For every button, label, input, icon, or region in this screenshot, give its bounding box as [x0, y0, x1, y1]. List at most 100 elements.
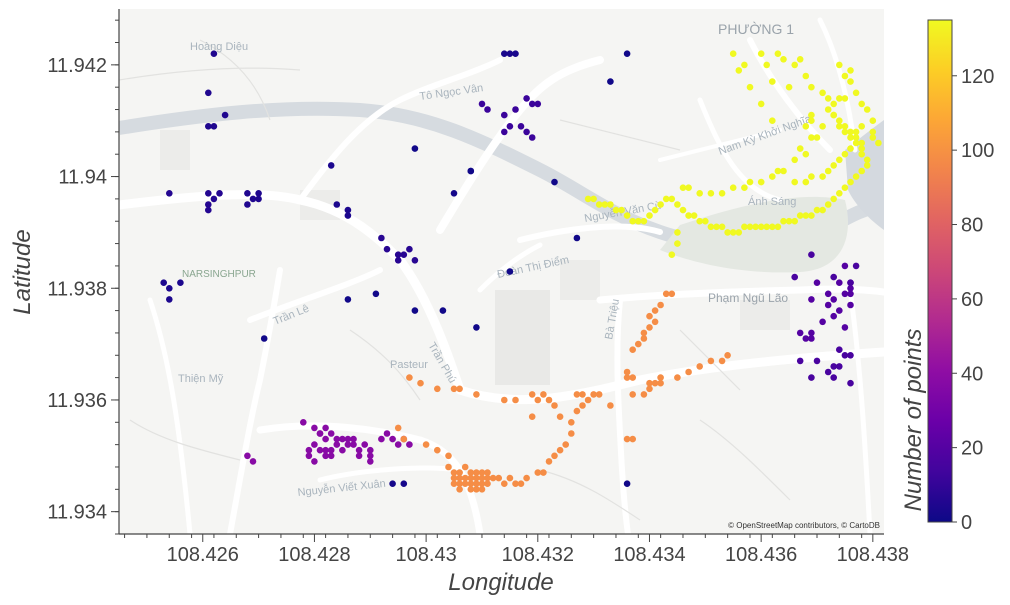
data-point [674, 229, 681, 236]
data-point [813, 206, 821, 214]
data-point [501, 480, 508, 488]
data-point [741, 184, 748, 191]
data-point [523, 474, 530, 482]
data-point [406, 441, 413, 448]
colorbar-ticks: 0 20 40 60 80 100 120 [952, 66, 994, 534]
data-point [819, 318, 826, 326]
data-point [244, 190, 251, 197]
data-point [528, 391, 536, 398]
data-point [746, 178, 754, 186]
data-point [249, 195, 257, 203]
data-point [545, 458, 553, 465]
data-point [523, 128, 530, 136]
data-point [696, 217, 703, 225]
data-point [808, 296, 815, 303]
data-point [333, 441, 341, 448]
data-point [836, 156, 843, 164]
data-point [808, 374, 815, 381]
data-point [808, 329, 815, 337]
data-point [841, 324, 849, 331]
data-point [623, 50, 631, 57]
data-point [595, 391, 603, 398]
data-point [858, 145, 865, 152]
data-point [517, 123, 525, 130]
data-point [847, 134, 854, 141]
data-point [852, 89, 860, 97]
data-point [590, 391, 597, 398]
data-point [668, 290, 676, 298]
data-point [657, 379, 664, 387]
data-point [863, 162, 871, 169]
data-point [322, 452, 329, 460]
data-point [456, 469, 463, 476]
data-point [808, 117, 815, 124]
data-point [718, 223, 726, 231]
data-point [830, 195, 837, 203]
y-tick-label: 11.942 [47, 55, 107, 77]
data-point [813, 134, 821, 141]
data-point [841, 150, 849, 158]
data-point [629, 217, 636, 225]
data-point [467, 167, 475, 175]
data-point [339, 435, 346, 443]
data-point [802, 123, 810, 130]
data-point [523, 95, 530, 102]
colorbar-tick-label: 60 [961, 289, 983, 311]
data-point [205, 206, 212, 214]
data-point [411, 145, 419, 152]
data-point [646, 324, 653, 331]
data-point [847, 67, 854, 74]
data-point [473, 469, 480, 476]
data-point [210, 195, 218, 203]
data-point [785, 83, 793, 91]
map-label-anh-sang: Ánh Sáng [748, 195, 796, 208]
data-point [858, 150, 865, 158]
data-point [763, 223, 770, 231]
data-point [847, 290, 854, 298]
data-point [473, 480, 480, 488]
data-point [651, 379, 659, 387]
data-point [489, 474, 497, 482]
data-point [841, 352, 849, 359]
data-point [796, 357, 804, 365]
data-point [830, 312, 837, 320]
data-point [327, 430, 335, 437]
data-point [406, 374, 413, 381]
data-point [679, 184, 687, 191]
data-point [774, 50, 782, 57]
data-point [344, 435, 352, 443]
data-point [841, 262, 849, 270]
data-point [512, 106, 519, 113]
data-point [830, 111, 837, 119]
data-point [344, 441, 352, 448]
data-point [802, 335, 810, 342]
data-point [662, 290, 670, 298]
data-point [690, 212, 698, 219]
colorbar-tick-label: 120 [961, 66, 994, 88]
data-point [244, 452, 251, 460]
data-point [378, 435, 385, 443]
data-point [802, 212, 810, 219]
data-point [623, 212, 631, 219]
data-point [221, 111, 229, 119]
data-point [769, 223, 776, 231]
data-point [836, 61, 843, 69]
data-point [679, 206, 687, 214]
data-point [255, 190, 262, 197]
data-point [824, 106, 832, 113]
data-point [769, 173, 776, 180]
data-point [847, 352, 854, 359]
map-label-phuong-1: PHƯỜNG 1 [718, 21, 794, 37]
data-point [863, 106, 871, 113]
data-point [802, 178, 810, 186]
data-point [355, 446, 363, 454]
data-point [461, 463, 469, 471]
map-label-narsinghpur: NARSINGHPUR [182, 269, 256, 280]
data-point [808, 134, 815, 141]
data-point [210, 50, 218, 57]
data-point [774, 167, 782, 175]
data-point [205, 190, 212, 197]
data-point [729, 50, 737, 57]
y-tick-label: 11.934 [47, 502, 107, 524]
data-point [791, 178, 798, 186]
